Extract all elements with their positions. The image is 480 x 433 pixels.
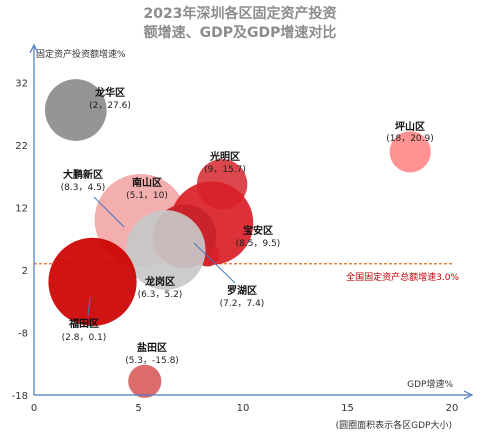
point-value-龙岗区: (6.3，5.2)	[138, 290, 183, 300]
axis-layer	[29, 43, 474, 400]
x-tick-label: 5	[135, 403, 141, 414]
point-label-福田区: 福田区	[68, 317, 99, 330]
point-label-大鹏新区: 大鹏新区	[63, 168, 103, 181]
point-label-盐田区: 盐田区	[137, 341, 167, 354]
x-axis-arrow	[463, 390, 474, 400]
y-tick-label: -18	[12, 391, 28, 402]
reference-layer: 全国固定资产总额增速3.0%	[34, 263, 459, 283]
y-tick-label: 32	[15, 79, 28, 90]
point-value-南山区: (5.1，10)	[126, 191, 168, 201]
point-value-福田区: (2.8，0.1)	[62, 333, 107, 343]
point-label-龙岗区: 龙岗区	[144, 275, 175, 288]
x-tick-label: 20	[446, 403, 459, 414]
x-tick-label: 10	[237, 403, 250, 414]
y-tick-label: 12	[15, 204, 28, 215]
leader-line-罗湖区	[193, 242, 236, 284]
point-value-大鹏新区: (8.3，4.5)	[61, 183, 106, 193]
x-tick-label: 15	[341, 403, 354, 414]
point-label-龙华区: 龙华区	[94, 86, 125, 99]
point-value-盐田区: (5.3，-15.8)	[125, 356, 179, 366]
point-label-南山区: 南山区	[132, 176, 162, 189]
point-label-光明区: 光明区	[209, 150, 240, 163]
chart-title-line-2: 额增速、GDP及GDP增速对比	[144, 24, 337, 41]
y-tick-label: -8	[18, 329, 28, 340]
leader-line-大鹏新区	[93, 196, 125, 228]
point-label-罗湖区: 罗湖区	[227, 284, 257, 297]
reference-line-label: 全国固定资产总额增速3.0%	[346, 271, 459, 283]
bubble-盐田区	[128, 364, 162, 398]
y-tick-label: 2	[22, 266, 28, 277]
chart-title-line-1: 2023年深圳各区固定资产投资	[144, 5, 337, 22]
x-tick-label: 0	[31, 403, 37, 414]
label-layer: 龙华区 (2，27.6) 坪山区(18，20.9) 光明区 (9，15.7) 大鹏新区 (8…	[61, 86, 434, 366]
leader-line-福田区	[87, 296, 91, 317]
point-label-坪山区: 坪山区	[395, 120, 425, 133]
point-value-坪山区: (18，20.9)	[386, 134, 434, 144]
bubble-layer	[44, 79, 431, 398]
point-value-龙华区: (2，27.6)	[89, 101, 131, 111]
x-axis-label: GDP增速%	[407, 378, 453, 390]
point-value-光明区: (9，15.7)	[204, 165, 246, 175]
y-axis-arrow	[29, 43, 39, 54]
point-label-宝安区: 宝安区	[243, 224, 273, 237]
bubble-坪山区	[389, 131, 431, 173]
tick-layer: 0 5 10 15 20 32 22 12 2 -8 -18	[12, 79, 459, 415]
point-value-宝安区: (8.5，9.5)	[236, 239, 281, 249]
bubble-龙岗区	[125, 210, 206, 290]
y-axis-label: 固定资产投资额增速%	[36, 48, 126, 60]
y-tick-label: 22	[15, 141, 28, 152]
chart-footnote: (圆圈面积表示各区GDP大小)	[336, 419, 452, 431]
point-value-罗湖区: (7.2，7.4)	[220, 299, 265, 309]
bubble-福田区	[48, 237, 137, 326]
bubble-龙华区	[44, 79, 107, 141]
